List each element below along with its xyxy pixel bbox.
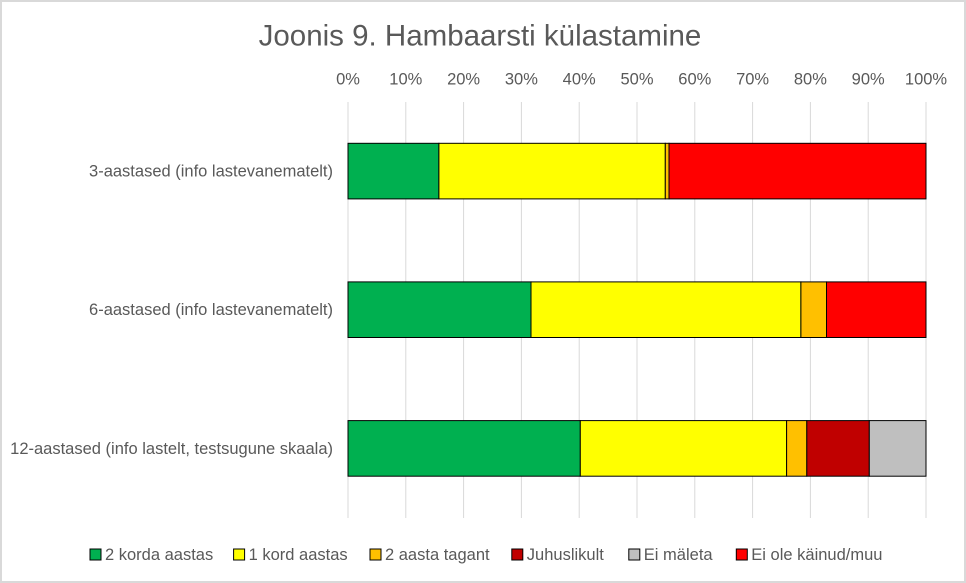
svg-text:60%: 60% <box>678 71 711 89</box>
svg-text:1 kord aastas: 1 kord aastas <box>249 546 348 564</box>
svg-text:50%: 50% <box>620 71 653 89</box>
svg-text:80%: 80% <box>794 71 827 89</box>
svg-text:Joonis 9. Hambaarsti külastami: Joonis 9. Hambaarsti külastamine <box>259 20 702 53</box>
svg-text:3-aastased (info lastevanemate: 3-aastased (info lastevanematelt) <box>89 163 333 181</box>
svg-text:2 aasta tagant: 2 aasta tagant <box>385 546 490 564</box>
svg-text:Juhuslikult: Juhuslikult <box>527 546 604 564</box>
svg-text:10%: 10% <box>389 71 422 89</box>
svg-text:100%: 100% <box>905 71 948 89</box>
svg-text:40%: 40% <box>563 71 596 89</box>
svg-text:Ei mäleta: Ei mäleta <box>644 546 714 564</box>
svg-text:6-aastased (info lastevanemate: 6-aastased (info lastevanematelt) <box>89 301 333 319</box>
svg-text:30%: 30% <box>505 71 538 89</box>
svg-text:Ei ole käinud/muu: Ei ole käinud/muu <box>751 546 882 564</box>
svg-text:12-aastased (info lastelt, tes: 12-aastased (info lastelt, testsugune sk… <box>10 440 333 458</box>
svg-text:70%: 70% <box>736 71 769 89</box>
svg-text:0%: 0% <box>336 71 360 89</box>
svg-text:20%: 20% <box>447 71 480 89</box>
svg-text:2 korda aastas: 2 korda aastas <box>105 546 213 564</box>
svg-text:90%: 90% <box>852 71 885 89</box>
